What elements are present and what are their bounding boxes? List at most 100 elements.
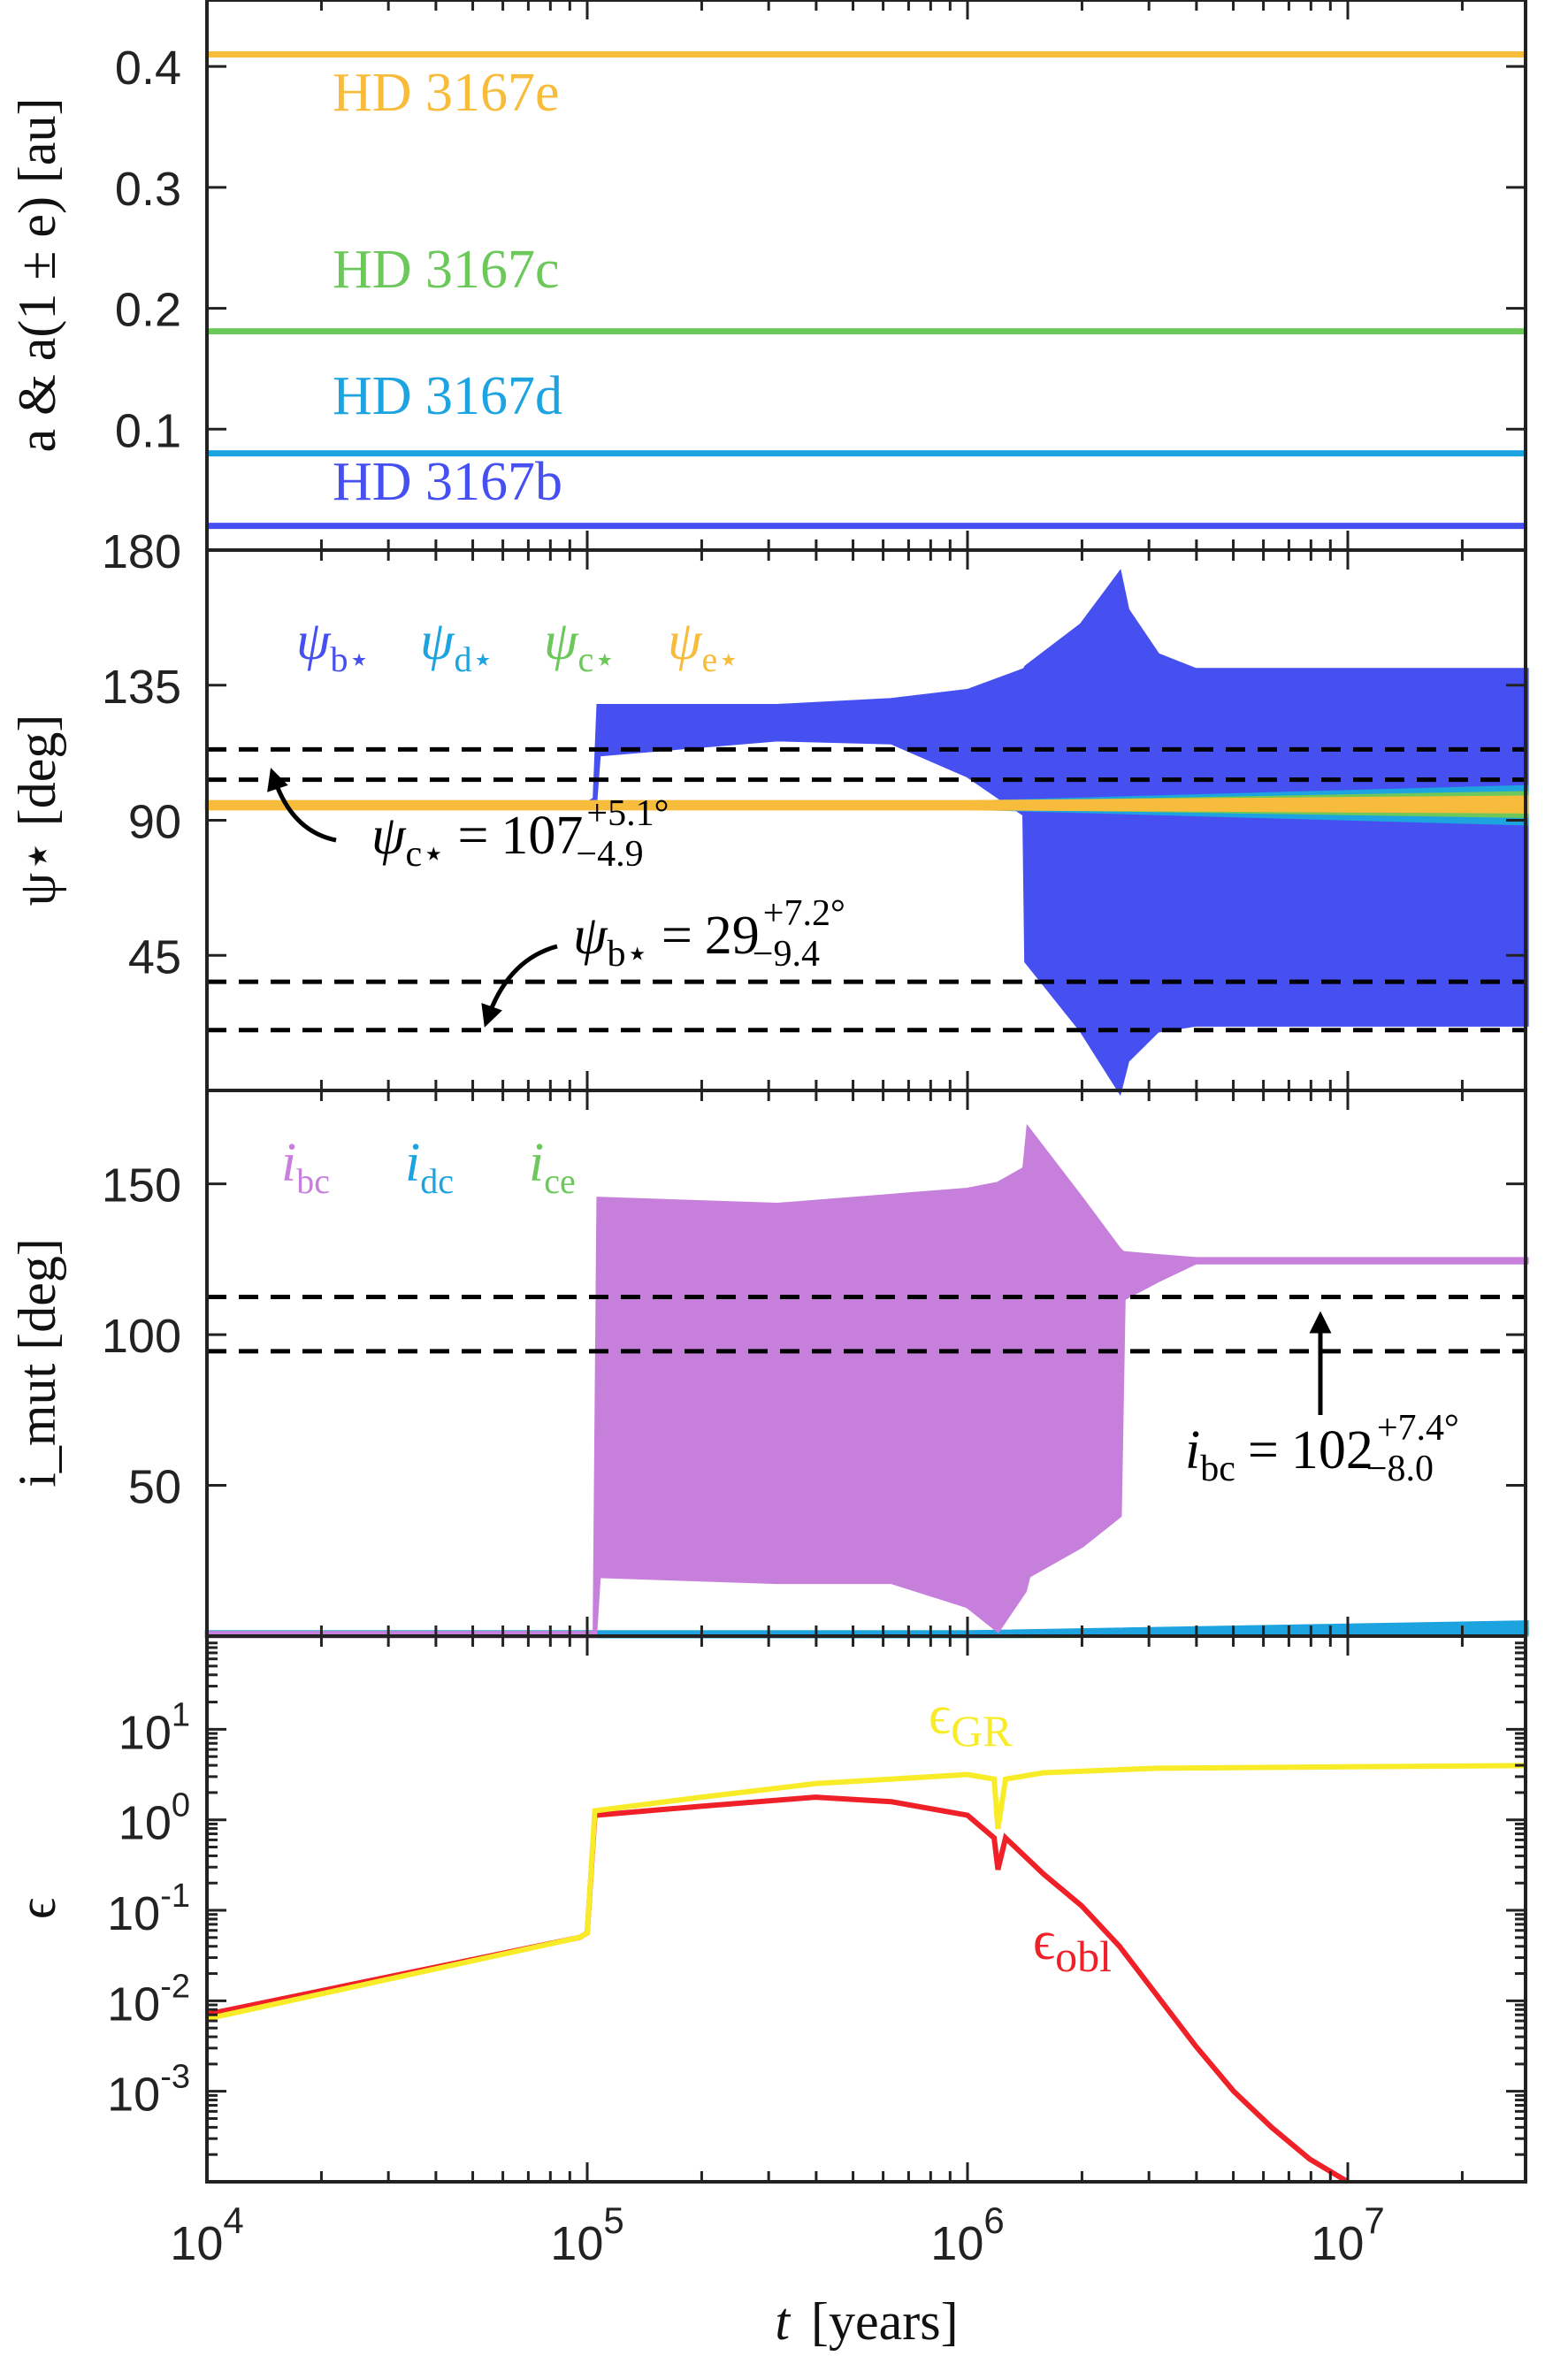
y-tick-label: 50 <box>128 1461 181 1514</box>
legend-symbol: ψ <box>296 611 332 671</box>
annotation-lower-error: −8.0 <box>1366 1449 1434 1489</box>
legend-symbol: i <box>281 1133 296 1193</box>
panel-frame <box>205 1634 1527 2184</box>
epsilon_obl-line <box>206 1794 1350 2184</box>
tick-exponent: 7 <box>1364 2199 1384 2241</box>
y-tick-label: 10-2 <box>107 1968 190 2031</box>
legend-entry: ψb⋆ <box>296 611 371 679</box>
legend-entry: idc <box>405 1133 454 1201</box>
legend-subscript: b⋆ <box>331 639 371 679</box>
y-tick-label: 10-3 <box>107 2059 190 2122</box>
y-tick-label: 180 <box>102 525 181 578</box>
y-tick-label: 0.1 <box>115 404 181 457</box>
legend-subscript: d⋆ <box>455 639 494 679</box>
legend-symbol: i <box>405 1133 420 1193</box>
x-tick-label: 106 <box>930 2199 1004 2270</box>
planet-label: HD 3167c <box>333 240 560 300</box>
epsilon_GR-line <box>206 1763 1527 2022</box>
tick-exponent: 0 <box>172 1787 190 1824</box>
annotation-lower-error: −9.4 <box>753 934 820 975</box>
annotation-subscript: bc <box>1200 1449 1235 1489</box>
annotation-equals: = <box>1248 1420 1279 1480</box>
tick-exponent: 6 <box>983 2199 1004 2241</box>
legend-subscript: dc <box>420 1161 454 1201</box>
tick-base: 10 <box>107 1977 160 2031</box>
tick-exponent: 5 <box>603 2199 623 2241</box>
annotation-symbol: i <box>1185 1420 1200 1480</box>
y-tick-label: 101 <box>119 1696 190 1759</box>
tick-base: 10 <box>107 1887 160 1940</box>
x-tick-label: 107 <box>1311 2199 1384 2270</box>
y-tick-label: 0.3 <box>115 163 181 216</box>
axes <box>205 0 1527 2184</box>
x-unit: [years] <box>811 2292 959 2351</box>
planet-label: HD 3167b <box>333 452 562 512</box>
y-axis-label: ψ⋆ [deg] <box>8 715 66 906</box>
legend-symbol: ϵ <box>929 1686 951 1746</box>
x-axis-label: t [years] <box>775 2292 958 2351</box>
legend-subscript: ce <box>544 1161 576 1201</box>
x-tick-label: 105 <box>550 2199 623 2270</box>
legend-symbol: ϵ <box>1033 1911 1055 1971</box>
planet-label: HD 3167d <box>333 366 562 426</box>
legend-symbol: ψ <box>420 611 455 671</box>
tick-base: 10 <box>1311 2217 1364 2270</box>
y-tick-label: 100 <box>102 1310 181 1363</box>
annotation-upper-error: +7.2° <box>763 893 845 934</box>
tick-base: 10 <box>119 1706 172 1759</box>
tick-base: 10 <box>930 2217 983 2270</box>
annotation-subscript: b⋆ <box>608 934 649 975</box>
annotation-value: 29 <box>705 906 760 966</box>
y-axis-label: i_mut [deg] <box>8 1238 66 1488</box>
legend-entry: ψd⋆ <box>420 611 494 679</box>
tick-exponent: 4 <box>223 2199 243 2241</box>
annotation-upper-error: +7.4° <box>1377 1408 1459 1449</box>
arrow-icon <box>267 768 337 843</box>
legend-symbol: ψ <box>668 611 703 671</box>
y-tick-label: 0.4 <box>115 42 181 95</box>
y-tick-label: 0.2 <box>115 284 181 337</box>
psi-c-measurement: ψc⋆ = 107+5.1° −4.9 <box>371 793 669 875</box>
annotation-equals: = <box>662 906 692 966</box>
y-tick-label: 45 <box>128 930 181 983</box>
legend-symbol: ψ <box>544 611 579 671</box>
legend-symbol: i <box>529 1133 544 1193</box>
tick-base: 10 <box>170 2217 223 2270</box>
y-axis-label: ϵ <box>8 1898 66 1919</box>
labels: HD 3167e HD 3167c HD 3167d HD 3167b 0.1 0.2 0.… <box>8 42 1459 2351</box>
annotation-lower-error: −4.9 <box>576 834 643 875</box>
tick-base: 10 <box>550 2217 603 2270</box>
y-tick-label: 10-1 <box>107 1878 190 1940</box>
legend-entry: ψe⋆ <box>668 611 739 679</box>
y-tick-label: 90 <box>128 796 181 849</box>
arrow-icon <box>481 944 558 1028</box>
annotation-subscript: c⋆ <box>406 834 446 875</box>
annotation-symbol: ψ <box>573 906 608 966</box>
legend-entry: ψc⋆ <box>544 611 616 679</box>
annotation-value: 102 <box>1291 1420 1373 1480</box>
annotation-symbol: ψ <box>371 806 407 866</box>
tick-base: 10 <box>119 1797 172 1850</box>
legend-subscript: c⋆ <box>578 639 616 679</box>
x-tick-label: 104 <box>170 2199 243 2270</box>
i-bc-measurement: ibc = 102+7.4° −8.0 <box>1185 1408 1459 1489</box>
y-axis-label: a & a(1 ± e) [au] <box>8 97 66 452</box>
y-tick-label: 100 <box>119 1787 190 1850</box>
legend-entry: ibc <box>281 1133 330 1201</box>
tick-exponent: -3 <box>160 2059 190 2096</box>
annotation-upper-error: +5.1° <box>586 793 669 834</box>
tick-base: 10 <box>107 2069 160 2122</box>
annotation-value: 107 <box>501 806 583 866</box>
planet-label: HD 3167e <box>333 63 560 123</box>
y-tick-label: 150 <box>102 1159 181 1212</box>
psi-b-measurement: ψb⋆ = 29+7.2° −9.4 <box>573 893 845 975</box>
tick-exponent: -2 <box>160 1968 190 2005</box>
legend-entry: ϵobl <box>1033 1911 1112 1981</box>
legend-entry: ice <box>529 1133 576 1201</box>
annotation-equals: = <box>457 806 488 866</box>
legend-entry: ϵGR <box>929 1686 1013 1756</box>
y-tick-label: 135 <box>102 661 181 714</box>
legend-subscript: GR <box>951 1706 1013 1756</box>
legend-subscript: bc <box>296 1161 330 1201</box>
